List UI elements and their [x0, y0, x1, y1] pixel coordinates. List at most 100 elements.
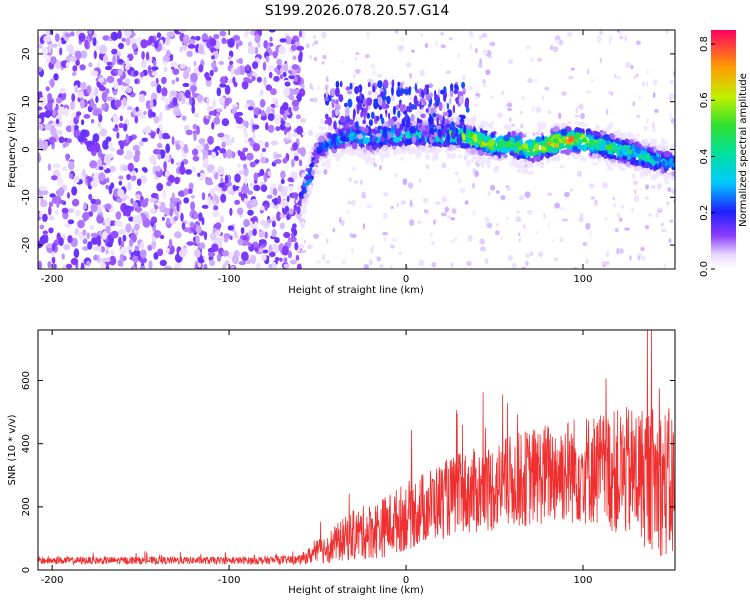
heatmap-cell	[460, 187, 466, 194]
heatmap-cell	[119, 253, 124, 263]
heatmap-cell	[382, 126, 388, 134]
heatmap-cell	[435, 218, 439, 223]
heatmap-cell	[446, 123, 451, 128]
heatmap-cell	[269, 251, 276, 258]
y-tick-label: 200	[21, 497, 32, 516]
heatmap-cell	[626, 161, 631, 167]
heatmap-cell	[522, 134, 527, 138]
heatmap-cell	[666, 201, 670, 206]
heatmap-cell	[221, 118, 230, 127]
heatmap-cell	[636, 114, 641, 118]
heatmap-cell	[192, 155, 200, 162]
heatmap-cell	[424, 43, 429, 49]
heatmap-cell	[391, 79, 395, 88]
heatmap-cell	[636, 133, 640, 137]
heatmap-cell	[347, 90, 353, 95]
heatmap-cell	[629, 140, 634, 144]
heatmap-cell	[443, 86, 447, 94]
heatmap-cell	[507, 107, 512, 112]
heatmap-cell	[559, 206, 565, 211]
heatmap-cell	[403, 116, 407, 123]
heatmap-cell	[212, 98, 216, 109]
heatmap-cell	[246, 79, 253, 84]
heatmap-cell	[621, 139, 625, 146]
heatmap-cell	[397, 81, 401, 87]
heatmap-cells	[38, 30, 675, 269]
heatmap-cell	[664, 140, 668, 147]
heatmap-cell	[647, 213, 652, 217]
x-tick-label: 100	[573, 274, 592, 285]
heatmap-cell	[156, 84, 162, 94]
heatmap-cell	[164, 97, 169, 106]
heatmap-cell	[507, 126, 511, 132]
heatmap-cell	[230, 190, 235, 196]
heatmap-cell	[216, 108, 223, 113]
heatmap-cell	[619, 30, 623, 36]
heatmap-cell	[452, 104, 456, 114]
heatmap-cell	[315, 133, 320, 138]
heatmap-cell	[447, 215, 451, 219]
heatmap-cell	[190, 201, 196, 211]
heatmap-cell	[589, 183, 595, 189]
heatmap-cell	[400, 156, 404, 161]
heatmap-cell	[238, 187, 242, 193]
heatmap-cell	[441, 129, 446, 137]
heatmap-cell	[42, 230, 48, 235]
heatmap-cell	[139, 256, 148, 264]
heatmap-cell	[583, 123, 589, 128]
heatmap-cell	[73, 248, 80, 259]
heatmap-cell	[65, 153, 69, 162]
heatmap-cell	[613, 146, 619, 150]
heatmap-cell	[59, 88, 66, 94]
heatmap-cell	[441, 120, 445, 126]
heatmap-cell	[106, 61, 113, 66]
heatmap-cell	[263, 40, 269, 49]
heatmap-cell	[224, 260, 230, 266]
heatmap-cell	[577, 127, 583, 134]
heatmap-cell	[186, 241, 195, 246]
heatmap-cell	[245, 120, 249, 129]
heatmap-cell	[291, 88, 300, 95]
heatmap-cell	[56, 129, 63, 136]
heatmap-cell	[542, 94, 545, 101]
heatmap-cell	[284, 81, 291, 87]
heatmap-cell	[590, 196, 595, 200]
heatmap-cell	[258, 248, 264, 253]
heatmap-cell	[121, 37, 126, 42]
heatmap-cell	[272, 50, 278, 59]
heatmap-cell	[463, 155, 468, 161]
heatmap-cell	[299, 211, 307, 215]
heatmap-cell	[353, 108, 356, 118]
heatmap-cell	[153, 115, 160, 124]
heatmap-cell	[214, 230, 222, 237]
heatmap-cell	[228, 55, 232, 60]
heatmap-cell	[615, 157, 621, 161]
heatmap-cell	[67, 235, 73, 244]
heatmap-cell	[443, 95, 447, 102]
heatmap-cell	[173, 216, 178, 222]
heatmap-cell	[251, 76, 256, 81]
heatmap-cell	[260, 116, 267, 121]
heatmap-cell	[518, 237, 521, 243]
heatmap-cell	[236, 124, 244, 129]
heatmap-cell	[644, 196, 650, 200]
heatmap-cell	[400, 88, 406, 95]
heatmap-cell	[558, 112, 562, 119]
heatmap-cell	[282, 102, 289, 111]
heatmap-cell	[576, 170, 583, 177]
heatmap-cell	[153, 230, 162, 238]
heatmap-cell	[338, 129, 342, 135]
heatmap-cell	[373, 161, 376, 167]
heatmap-cell	[221, 250, 229, 257]
heatmap-cell	[489, 184, 496, 191]
heatmap-cell	[106, 177, 110, 183]
heatmap-cell	[517, 232, 521, 237]
heatmap-cell	[433, 219, 436, 225]
heatmap-cell	[99, 44, 107, 54]
heatmap-cell	[105, 249, 109, 255]
heatmap-cell	[540, 163, 545, 169]
heatmap-cell	[370, 246, 374, 254]
heatmap-cell	[64, 107, 69, 117]
heatmap-cell	[509, 117, 512, 123]
heatmap-cell	[234, 173, 241, 183]
